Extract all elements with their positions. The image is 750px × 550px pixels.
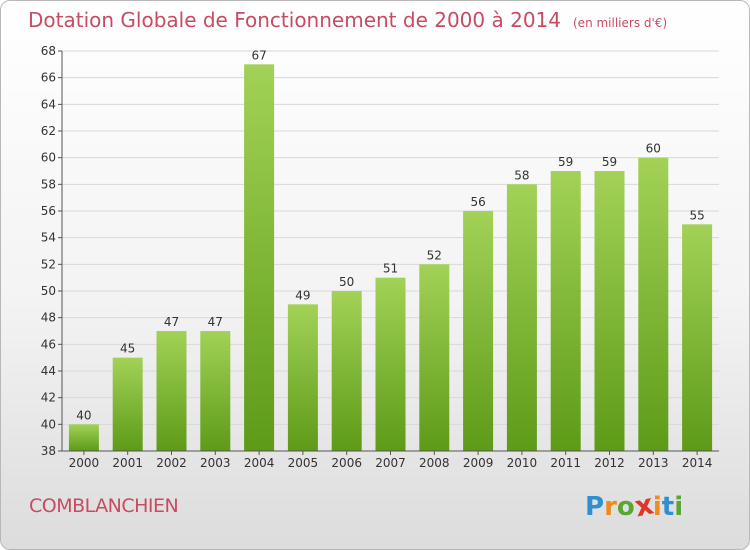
x-tick-label-2014: 2014 xyxy=(682,456,713,470)
y-tick-label: 56 xyxy=(41,204,56,218)
axes xyxy=(61,51,719,452)
y-tick-label: 66 xyxy=(41,71,56,85)
y-tick-label: 40 xyxy=(41,417,56,431)
x-tick-label-2010: 2010 xyxy=(507,456,538,470)
x-tick-label-2005: 2005 xyxy=(288,456,319,470)
data-label-2002: 47 xyxy=(164,315,179,329)
data-label-2001: 45 xyxy=(120,342,135,356)
bar-2000 xyxy=(68,424,99,451)
bar-2005 xyxy=(287,304,318,451)
y-tick-label: 54 xyxy=(41,231,56,245)
x-tick-label-2011: 2011 xyxy=(550,456,581,470)
logo-letter: t xyxy=(661,492,675,522)
bars xyxy=(68,64,713,452)
y-tick-label: 52 xyxy=(41,257,56,271)
y-tick-label: 42 xyxy=(41,391,56,405)
x-tick-label-2001: 2001 xyxy=(112,456,143,470)
data-label-2014: 55 xyxy=(689,208,704,222)
logo-letter: i xyxy=(652,492,662,522)
y-tick-label: 62 xyxy=(41,124,56,138)
x-tick-label-2013: 2013 xyxy=(638,456,669,470)
logo-letter: P xyxy=(585,492,605,522)
data-label-2012: 59 xyxy=(602,155,617,169)
data-label-2000: 40 xyxy=(76,408,91,422)
y-tick-label: 38 xyxy=(41,444,56,458)
x-tick-label-2004: 2004 xyxy=(244,456,275,470)
proxiti-logo: Proxiti xyxy=(585,487,684,523)
data-labels: 40 45 47 47 67 49 50 51 52 56 58 59 59 60 55 xyxy=(76,48,704,422)
bar-2011 xyxy=(550,171,581,451)
y-tick-label: 50 xyxy=(41,284,56,298)
commune-name: COMBLANCHIEN xyxy=(29,495,179,517)
y-tick-label: 58 xyxy=(41,177,56,191)
bar-2003 xyxy=(200,331,231,451)
y-tick-label: 64 xyxy=(41,97,56,111)
y-tick-label: 44 xyxy=(41,364,56,378)
bar-2010 xyxy=(506,184,537,452)
bar-2004 xyxy=(244,64,275,452)
y-tick-label: 60 xyxy=(41,151,56,165)
logo-letter: i xyxy=(674,492,684,522)
data-label-2005: 49 xyxy=(295,288,310,302)
x-tick-label-2008: 2008 xyxy=(419,456,450,470)
data-label-2004: 67 xyxy=(251,48,266,62)
x-tick-label-2000: 2000 xyxy=(69,456,100,470)
bar-2014 xyxy=(682,224,713,451)
x-tick-label-2003: 2003 xyxy=(200,456,231,470)
x-tick-label-2006: 2006 xyxy=(331,456,362,470)
data-label-2006: 50 xyxy=(339,275,354,289)
x-tick-label-2009: 2009 xyxy=(463,456,494,470)
chart-title-text: Dotation Globale de Fonctionnement de 20… xyxy=(28,8,561,32)
data-label-2003: 47 xyxy=(208,315,223,329)
logo-letter: r xyxy=(604,492,617,522)
x-tick-label-2002: 2002 xyxy=(156,456,187,470)
logo-letter: o xyxy=(616,492,635,522)
x-axis-ticks: 2000 2001 2002 2003 2004 2005 2006 2007 2008 2009… xyxy=(69,451,713,470)
chart-title: Dotation Globale de Fonctionnement de 20… xyxy=(28,8,667,32)
data-label-2011: 59 xyxy=(558,155,573,169)
x-tick-label-2007: 2007 xyxy=(375,456,406,470)
bar-2009 xyxy=(463,211,494,451)
bar-2002 xyxy=(156,331,187,451)
y-tick-label: 46 xyxy=(41,337,56,351)
y-tick-label: 48 xyxy=(41,311,56,325)
data-label-2008: 52 xyxy=(427,248,442,262)
data-label-2010: 58 xyxy=(514,168,529,182)
chart-unit-label: (en milliers d'€) xyxy=(573,16,668,30)
y-axis-ticks: 38 40 42 44 46 48 50 52 54 56 58 60 62 64 66 68 xyxy=(41,44,62,458)
bar-2012 xyxy=(594,171,625,451)
x-tick-label-2012: 2012 xyxy=(594,456,625,470)
bar-2007 xyxy=(375,277,406,451)
bar-2006 xyxy=(331,291,362,451)
data-label-2009: 56 xyxy=(470,195,485,209)
data-label-2013: 60 xyxy=(646,142,661,156)
y-tick-label: 68 xyxy=(41,44,56,58)
bar-2013 xyxy=(638,157,669,451)
bar-2001 xyxy=(112,357,143,451)
bar-2008 xyxy=(419,264,450,451)
data-label-2007: 51 xyxy=(383,262,398,276)
